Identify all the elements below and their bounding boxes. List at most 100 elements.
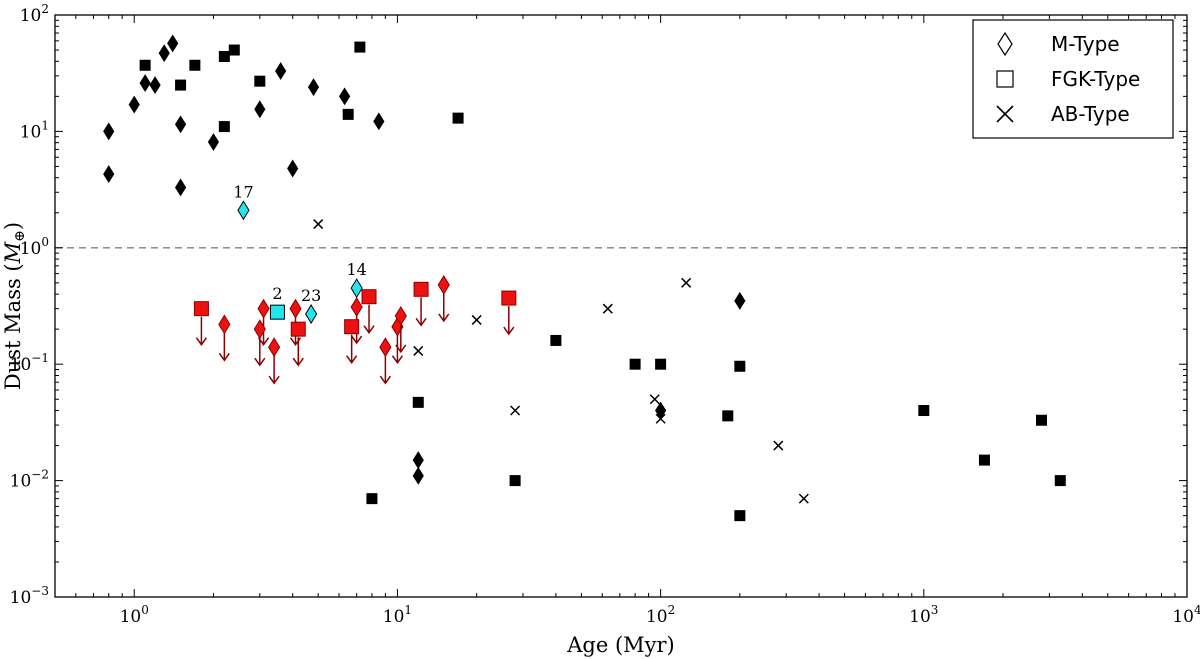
upper-limit-diamond <box>394 305 407 326</box>
svg-text:10−2: 10−2 <box>10 468 49 492</box>
square-point <box>218 121 230 133</box>
svg-text:103: 103 <box>909 603 938 627</box>
square-point <box>978 454 990 466</box>
upper-limit-arrow <box>292 337 304 367</box>
upper-limit-arrow <box>268 355 280 385</box>
svg-text:10−3: 10−3 <box>10 584 49 608</box>
upper-limit-arrow <box>195 316 208 346</box>
svg-text:100: 100 <box>20 235 49 259</box>
diamond-point <box>339 87 351 106</box>
point-annotation: 17 <box>233 182 253 201</box>
legend-item: AB-Type <box>996 102 1130 126</box>
upper-limit-square <box>413 281 429 297</box>
diamond-point <box>287 159 299 178</box>
x-point <box>681 277 692 288</box>
square-point <box>734 510 746 522</box>
upper-limit-arrow <box>218 332 230 362</box>
square-point <box>1035 414 1047 426</box>
diamond-point <box>139 74 151 93</box>
square-point <box>734 360 746 372</box>
svg-text:100: 100 <box>120 603 149 627</box>
square-point <box>139 59 151 71</box>
highlight-diamond <box>350 278 363 299</box>
legend-diamond-icon <box>997 31 1013 57</box>
svg-text:102: 102 <box>646 603 675 627</box>
x-point <box>773 440 784 451</box>
upper-limit-arrow <box>503 306 515 336</box>
legend-x-icon <box>996 105 1014 123</box>
x-point <box>413 345 424 356</box>
upper-limit-arrow <box>346 334 358 364</box>
diamond-point <box>207 133 220 151</box>
upper-limit-square <box>344 319 360 335</box>
x-point <box>313 219 324 230</box>
legend: M-Type FGK-Type AB-Type <box>972 19 1174 139</box>
x-tick-label: 100 <box>120 603 149 627</box>
square-point <box>366 493 378 505</box>
y-tick-label: 10−2 <box>10 468 49 492</box>
upper-limit-diamond <box>437 274 450 295</box>
upper-limit-arrow <box>438 292 450 323</box>
diamond-point <box>275 62 287 80</box>
point-annotation: 23 <box>301 286 321 305</box>
y-tick-label: 102 <box>20 2 49 26</box>
diamond-point <box>128 95 140 114</box>
point-annotation: 2 <box>272 284 282 303</box>
diamond-point <box>167 34 179 53</box>
diamond-point <box>103 122 115 141</box>
x-tick-label: 103 <box>909 603 938 627</box>
upper-limit-arrow <box>379 355 391 385</box>
upper-limit-arrow <box>254 337 266 367</box>
diamond-point <box>412 466 424 485</box>
legend-square-icon <box>996 70 1014 88</box>
upper-limit-diamond <box>379 337 392 358</box>
point-annotation: 14 <box>346 260 366 279</box>
upper-limit-arrow <box>363 304 375 335</box>
diamond-point <box>149 76 161 95</box>
diamond-point <box>103 165 115 184</box>
upper-limit-square <box>501 290 517 306</box>
square-point <box>918 405 930 417</box>
diamond-point <box>158 44 170 63</box>
svg-text:101: 101 <box>20 118 49 142</box>
square-point <box>1054 475 1066 487</box>
svg-text:104: 104 <box>1172 603 1200 627</box>
plot-frame <box>54 14 1188 598</box>
square-point <box>655 358 667 370</box>
x-axis-title: Age (Myr) <box>566 633 675 657</box>
x-tick-label: 102 <box>646 603 675 627</box>
square-point <box>342 108 354 120</box>
highlight-diamond <box>237 200 250 221</box>
upper-limit-square <box>290 321 306 337</box>
x-point <box>471 314 482 325</box>
square-point <box>218 51 230 63</box>
legend-item: FGK-Type <box>996 67 1140 91</box>
upper-limit-diamond <box>268 337 281 358</box>
diamond-point <box>254 100 266 119</box>
upper-limit-arrow <box>415 297 427 327</box>
legend-label: M-Type <box>1051 32 1120 56</box>
square-point <box>722 410 734 422</box>
upper-limit-arrow <box>391 334 404 364</box>
x-point <box>602 303 613 314</box>
diamond-point <box>174 115 187 134</box>
upper-limit-diamond <box>350 297 363 317</box>
square-point <box>412 396 424 408</box>
legend-item: M-Type <box>997 31 1120 57</box>
square-point <box>509 475 521 487</box>
y-tick-label: 101 <box>20 118 49 142</box>
upper-limit-diamond <box>218 314 231 335</box>
square-point <box>189 59 201 71</box>
svg-text:102: 102 <box>20 2 49 26</box>
svg-text:101: 101 <box>383 603 412 627</box>
y-tick-label: 100 <box>20 235 49 259</box>
square-point <box>175 79 187 91</box>
square-point <box>629 358 641 370</box>
upper-limit-diamond <box>289 298 302 319</box>
diamond-point <box>307 78 320 97</box>
highlight-square <box>269 304 285 320</box>
upper-limit-diamond <box>253 319 266 340</box>
x-tick-label: 104 <box>1172 603 1200 627</box>
square-point <box>228 44 240 56</box>
